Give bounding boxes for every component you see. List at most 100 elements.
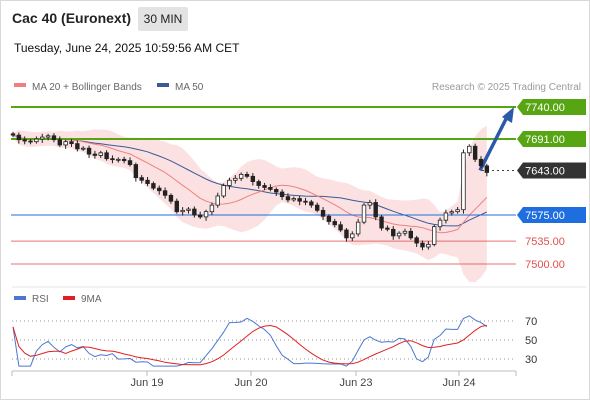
watermark: Research © 2025 Trading Central [432, 82, 581, 93]
candle [197, 214, 203, 218]
candle [297, 198, 302, 202]
candle [121, 158, 127, 162]
candle [145, 179, 150, 184]
rsi-legend-label: 9MA [81, 294, 102, 305]
candle [116, 158, 121, 161]
candle [268, 187, 273, 190]
candle [338, 224, 343, 231]
candle [262, 185, 267, 188]
chart-title: Cac 40 (Euronext) [12, 10, 132, 26]
candle [274, 189, 279, 193]
candle [472, 145, 478, 160]
rsi-tick: 50 [525, 335, 537, 347]
ma20-line [12, 134, 488, 234]
rsi-ma-line [12, 324, 487, 366]
candle [57, 139, 62, 146]
rsi-tick: 70 [525, 316, 537, 328]
candle [28, 140, 33, 143]
level-label: 7535.00 [525, 236, 565, 248]
candle [215, 195, 220, 206]
rsi-tick: 30 [525, 354, 537, 366]
candle [192, 208, 197, 216]
candle [385, 227, 390, 230]
candle [344, 229, 349, 239]
projection-arrow [478, 114, 510, 172]
candle [227, 179, 232, 186]
x-tick-label: Jun 19 [130, 377, 163, 389]
candle [209, 204, 215, 213]
candle [104, 152, 109, 160]
candle [110, 158, 115, 161]
candle [81, 147, 86, 150]
candle [467, 145, 472, 154]
level-label: 7575.00 [525, 210, 565, 222]
level-label: 7691.00 [525, 134, 565, 146]
candle [63, 141, 68, 146]
projection-arrowhead [502, 107, 514, 123]
candle [133, 164, 139, 179]
timeframe-button[interactable]: 30 MIN [138, 7, 188, 31]
candle [139, 177, 144, 181]
candle [16, 134, 22, 141]
candle [203, 211, 209, 218]
level-badge [517, 99, 586, 115]
candle [361, 204, 367, 223]
candle [391, 228, 396, 237]
candle [309, 201, 314, 206]
x-tick-label: Jun 20 [234, 377, 267, 389]
candle [431, 226, 437, 245]
candle [168, 194, 174, 202]
candle [408, 230, 413, 239]
candle [40, 136, 45, 140]
rsi-legend-swatch [14, 296, 26, 300]
candle [379, 216, 384, 229]
candle [455, 209, 460, 213]
candle [127, 160, 133, 165]
candle [51, 135, 57, 141]
candle [10, 133, 16, 136]
candle [303, 200, 308, 203]
candle [326, 215, 332, 222]
candle [69, 141, 74, 145]
candle [186, 208, 191, 211]
candle [449, 211, 454, 214]
candle [180, 209, 185, 213]
level-badge [517, 131, 586, 148]
candle [238, 173, 244, 179]
candle [151, 183, 156, 189]
candle [86, 147, 92, 155]
rsi-legend-swatch [63, 296, 75, 300]
datetime-label: Tuesday, June 24, 2025 10:59:56 AM CET [14, 41, 240, 55]
candle [367, 202, 373, 206]
legend-swatch [157, 83, 169, 87]
candle [402, 230, 408, 234]
candle [478, 158, 484, 167]
candle [320, 209, 326, 217]
candle [279, 191, 285, 198]
candle [396, 232, 402, 237]
candle [256, 181, 261, 186]
candle [332, 221, 337, 226]
candle [45, 135, 51, 138]
candle [250, 175, 256, 182]
candle [157, 187, 162, 192]
x-tick-label: Jun 24 [442, 377, 475, 389]
candle [426, 243, 431, 248]
candle [233, 177, 238, 181]
candle [75, 143, 80, 150]
candle [34, 138, 39, 143]
candle [350, 233, 355, 239]
candle [98, 152, 103, 156]
candle [162, 190, 168, 196]
candle [92, 153, 98, 156]
x-tick-label: Jun 23 [339, 377, 372, 389]
candle [437, 219, 443, 228]
candle [221, 185, 226, 197]
candle [355, 221, 361, 235]
candle [414, 237, 419, 244]
level-badge [517, 162, 586, 179]
candle [22, 139, 27, 142]
level-label: 7740.00 [525, 102, 565, 114]
candle [461, 152, 466, 211]
